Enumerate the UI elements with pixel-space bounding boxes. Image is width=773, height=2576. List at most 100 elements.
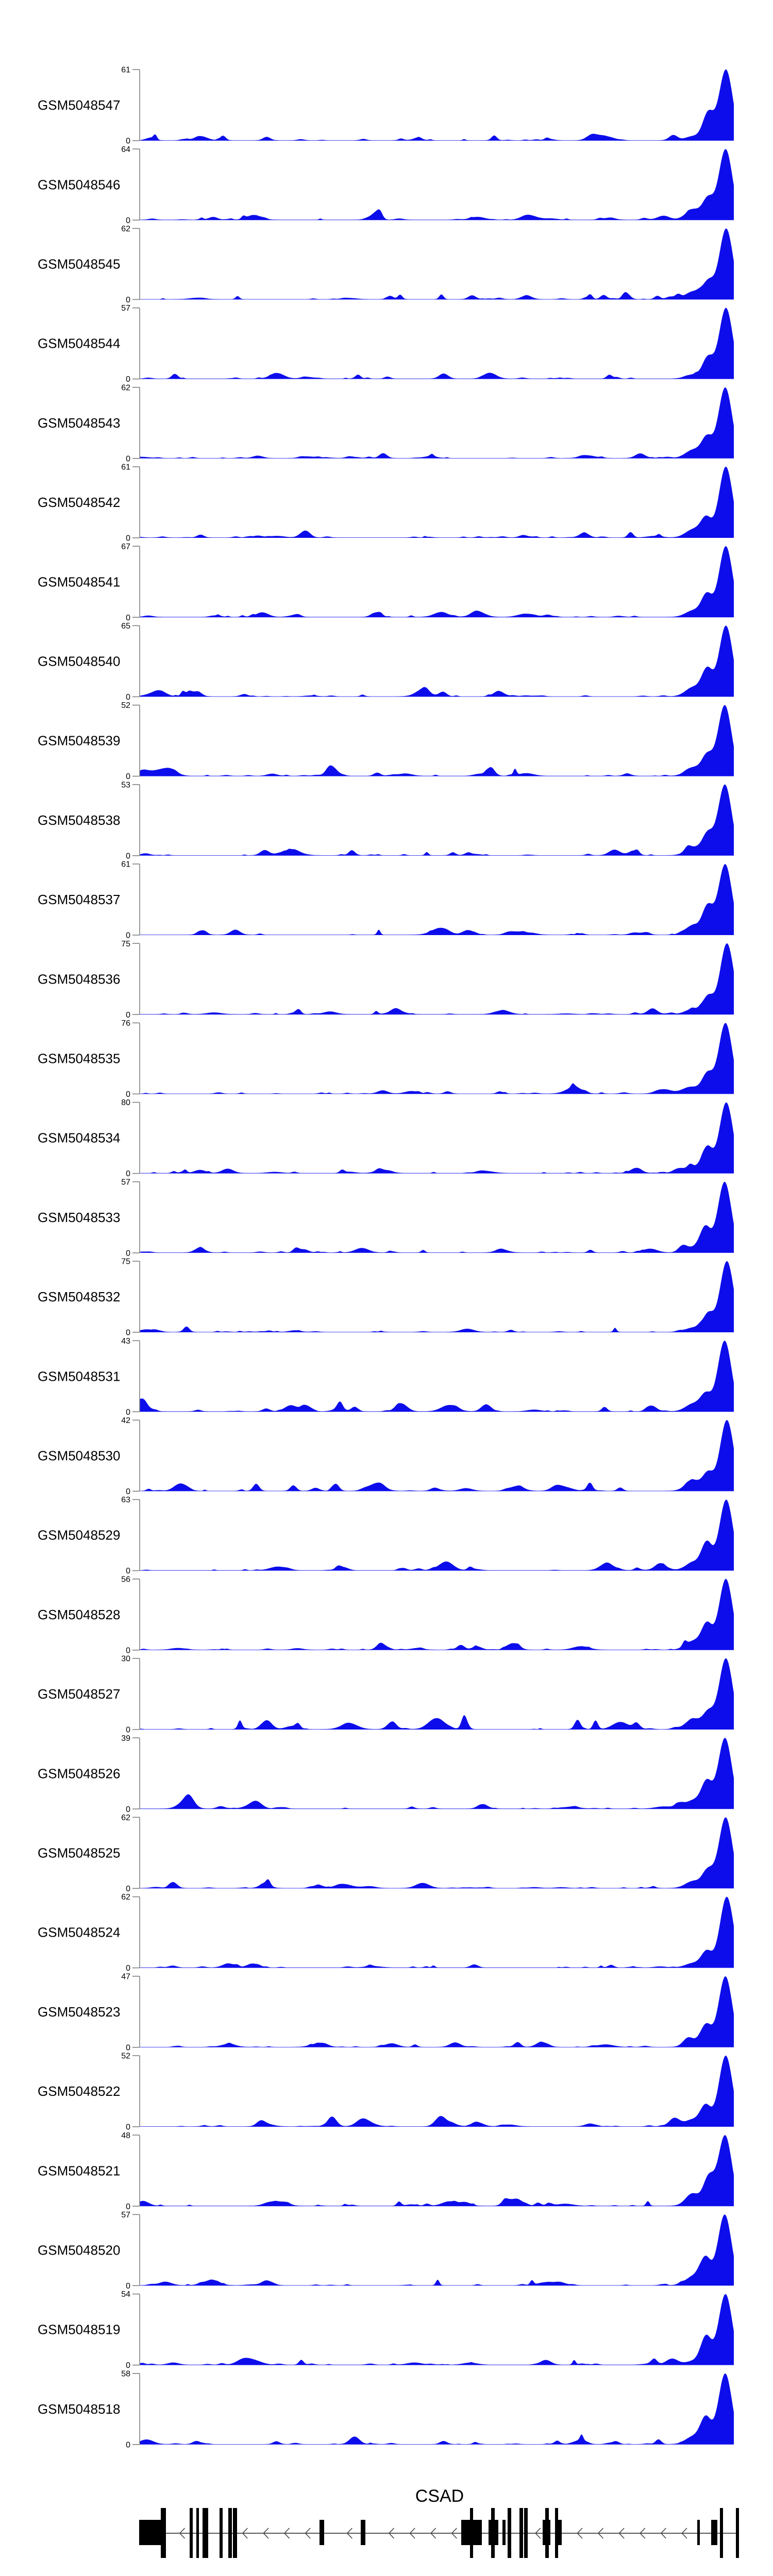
track-zero-label: 0 [126,1090,130,1099]
track-zero-label: 0 [126,1964,130,1973]
track-name-label: GSM5048527 [38,1686,120,1702]
track-name-label: GSM5048546 [38,177,120,192]
gene-exon [203,2508,208,2558]
track-zero-label: 0 [126,772,130,781]
track-zero-label: 0 [126,2361,130,2370]
track-zero-label: 0 [126,2123,130,2132]
track-name-label: GSM5048530 [38,1448,120,1464]
track-name-label: GSM5048537 [38,892,120,907]
track-ymax-label: 54 [121,2290,130,2299]
coverage-area [140,1341,734,1412]
minus-strand-arrow-icon [577,2528,583,2539]
minus-strand-arrow-icon [660,2528,666,2539]
track-ymax-label: 75 [121,940,130,948]
gene-exon [545,2508,549,2558]
track-name-label: GSM5048518 [38,2401,120,2417]
track-ymax-label: 42 [121,1416,130,1425]
track-name-label: GSM5048524 [38,1925,120,1940]
track-name-label: GSM5048538 [38,812,120,828]
gene-exon [524,2508,528,2558]
track-name-label: GSM5048532 [38,1289,120,1304]
minus-strand-arrow-icon [409,2528,415,2539]
track-name-label: GSM5048540 [38,654,120,669]
track-zero-label: 0 [126,296,130,304]
gene-name-label: CSAD [415,2486,464,2506]
gene-exon [161,2508,166,2558]
track-ymax-label: 57 [121,304,130,313]
track-ymax-label: 80 [121,1098,130,1107]
coverage-area [140,149,734,221]
track-ymax-label: 61 [121,463,130,472]
minus-strand-arrow-icon [346,2528,352,2539]
track-ymax-label: 53 [121,781,130,789]
coverage-area [140,2294,734,2365]
track-ymax-label: 52 [121,701,130,710]
track-name-label: GSM5048539 [38,733,120,749]
coverage-area [140,1420,734,1492]
track-ymax-label: 62 [121,383,130,392]
track-name-label: GSM5048525 [38,1845,120,1861]
minus-strand-arrow-icon [263,2528,269,2539]
track-name-label: GSM5048547 [38,97,120,113]
track-zero-label: 0 [126,614,130,622]
track-ymax-label: 67 [121,543,130,551]
gene-exon [736,2508,739,2558]
track-ymax-label: 52 [121,2052,130,2061]
track-zero-label: 0 [126,534,130,543]
track-name-label: GSM5048523 [38,2004,120,2020]
track-name-label: GSM5048529 [38,1528,120,1543]
track-name-label: GSM5048535 [38,1051,120,1066]
track-zero-label: 0 [126,137,130,146]
coverage-area [140,1261,734,1332]
track-zero-label: 0 [126,375,130,384]
track-ymax-label: 62 [121,1814,130,1822]
gene-exon [320,2520,324,2545]
track-zero-label: 0 [126,1885,130,1893]
gene-exon [361,2520,365,2545]
track-ymax-label: 75 [121,1258,130,1266]
coverage-area [140,943,734,1015]
track-name-label: GSM5048545 [38,257,120,272]
track-name-label: GSM5048521 [38,2163,120,2178]
track-ymax-label: 57 [121,2211,130,2219]
track-ymax-label: 48 [121,2131,130,2140]
track-name-label: GSM5048519 [38,2322,120,2337]
track-zero-label: 0 [126,2441,130,2449]
coverage-area [140,228,734,300]
track-zero-label: 0 [126,1249,130,1258]
gene-exon [508,2508,511,2558]
gene-exon [190,2508,193,2558]
track-zero-label: 0 [126,454,130,463]
track-zero-label: 0 [126,1011,130,1020]
track-name-label: GSM5048526 [38,1766,120,1781]
coverage-area [140,2135,734,2207]
coverage-area [140,546,734,618]
gene-exon [711,2520,717,2545]
track-ymax-label: 30 [121,1655,130,1664]
track-ymax-label: 64 [121,145,130,154]
track-ymax-label: 56 [121,1575,130,1584]
track-ymax-label: 62 [121,225,130,233]
track-ymax-label: 43 [121,1337,130,1346]
coverage-area [140,2056,734,2127]
track-ymax-label: 61 [121,66,130,75]
track-name-label: GSM5048520 [38,2243,120,2258]
coverage-area [140,1976,734,2047]
gene-exon [220,2508,223,2558]
gene-exon [196,2508,199,2558]
gene-exon [697,2520,700,2545]
track-name-label: GSM5048528 [38,1607,120,1622]
gene-exon [470,2508,473,2558]
track-ymax-label: 47 [121,1972,130,1981]
coverage-area [140,705,734,776]
coverage-area [140,625,734,697]
track-name-label: GSM5048544 [38,336,120,351]
gene-exon [519,2508,523,2558]
coverage-area [140,1181,734,1253]
gene-exon [139,2520,161,2545]
track-zero-label: 0 [126,1487,130,1496]
coverage-area [140,784,734,856]
gene-exon [228,2508,232,2558]
track-name-label: GSM5048542 [38,495,120,510]
